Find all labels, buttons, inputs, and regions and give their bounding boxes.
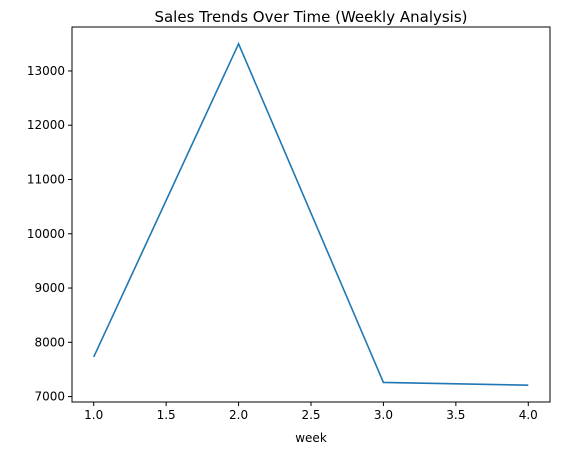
y-tick-label: 8000: [34, 335, 65, 349]
y-tick-label: 11000: [27, 172, 65, 186]
x-axis-label: week: [295, 431, 327, 445]
x-tick-label: 2.5: [301, 408, 320, 422]
x-tick-label: 3.5: [446, 408, 465, 422]
y-tick-label: 10000: [27, 227, 65, 241]
x-tick-label: 2.0: [229, 408, 248, 422]
series-line: [93, 41, 529, 386]
y-axis: 7000 8000 9000 10000 11000 12000 13000: [27, 64, 72, 404]
x-axis: 1.0 1.5 2.0 2.5 3.0 3.5 4.0: [84, 402, 538, 422]
y-tick-label: 13000: [27, 64, 65, 78]
y-tick-label: 9000: [34, 281, 65, 295]
x-tick-label: 1.5: [157, 408, 176, 422]
chart-title: Sales Trends Over Time (Weekly Analysis): [154, 8, 467, 26]
x-tick-label: 4.0: [519, 408, 538, 422]
x-tick-label: 1.0: [84, 408, 103, 422]
y-tick-label: 12000: [27, 118, 65, 132]
y-tick-label: 7000: [34, 390, 65, 404]
x-tick-label: 3.0: [374, 408, 393, 422]
